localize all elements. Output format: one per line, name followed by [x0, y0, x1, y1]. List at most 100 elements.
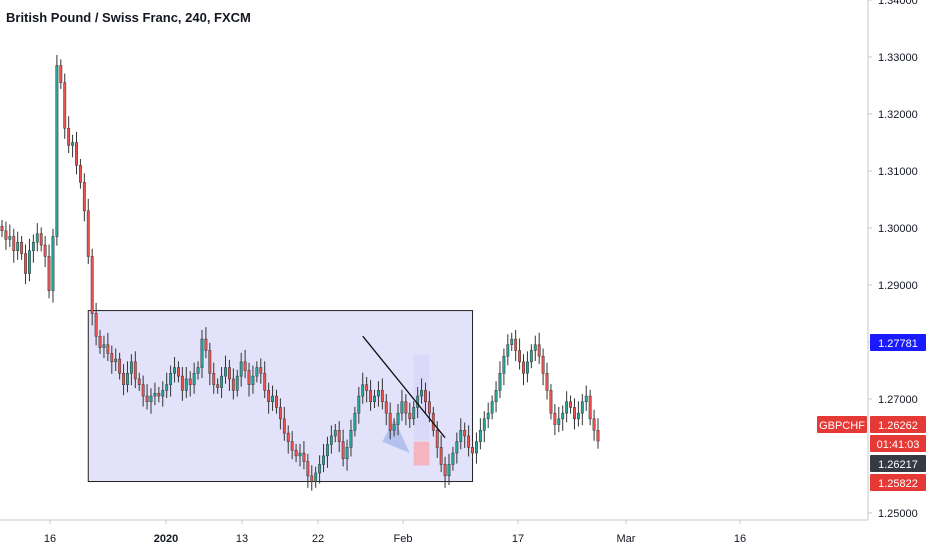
candle-body — [263, 373, 267, 391]
candle-body — [314, 472, 318, 482]
candle-body — [337, 429, 341, 442]
candle-body — [169, 373, 173, 385]
symbol-badge — [817, 416, 867, 433]
candle-body — [584, 395, 588, 403]
candle-body — [220, 375, 224, 388]
candle-body — [0, 225, 4, 232]
price-label-badge — [870, 416, 926, 433]
candle-body — [322, 455, 325, 465]
time-tick-label: 17 — [512, 533, 524, 545]
candle-body — [177, 367, 180, 377]
candle-body — [227, 367, 231, 380]
time-tick-label: 16 — [44, 533, 56, 545]
time-tick-label: 22 — [312, 533, 324, 545]
candle-body — [90, 256, 94, 314]
candle-body — [498, 373, 502, 391]
candle-body — [541, 355, 545, 374]
candle-body — [196, 367, 200, 374]
candle-body — [365, 384, 369, 391]
candle-body — [141, 384, 145, 397]
price-tick-label: 1.27000 — [878, 394, 918, 406]
candle-body — [239, 361, 243, 377]
candle-body — [396, 412, 400, 425]
price-label: 1.26262 — [878, 420, 918, 432]
candle-body — [129, 361, 133, 374]
candle-body — [149, 395, 153, 403]
candle-body — [71, 142, 75, 146]
candle-body — [231, 378, 235, 391]
candle-body — [310, 475, 314, 482]
candle-body — [28, 250, 31, 274]
price-tick-label: 1.31000 — [878, 166, 918, 178]
candle-body — [451, 452, 455, 465]
candle-body — [82, 182, 86, 212]
candle-body — [408, 412, 412, 420]
candle-body — [216, 384, 220, 388]
candle-body — [259, 367, 263, 374]
candle-body — [243, 361, 247, 371]
pattern-shape[interactable] — [382, 418, 410, 454]
price-tick-label: 1.33000 — [878, 52, 918, 64]
candle-body — [114, 358, 118, 363]
candle-body — [251, 375, 255, 385]
candle-body — [443, 464, 447, 477]
candle-body — [529, 350, 533, 363]
candle-body — [435, 429, 439, 448]
candle-body — [106, 344, 110, 354]
candle-body — [133, 361, 137, 380]
candle-body — [588, 395, 592, 420]
candle-body — [447, 464, 451, 477]
candle-body — [345, 447, 349, 459]
candle-body — [341, 441, 345, 459]
price-tick-label: 1.29000 — [878, 280, 918, 292]
candle-body — [326, 444, 329, 457]
candle-body — [35, 233, 39, 243]
price-label-badge — [870, 474, 926, 491]
candle-body — [455, 441, 459, 454]
candle-body — [349, 429, 353, 448]
candle-body — [126, 373, 129, 385]
candle-body — [439, 447, 443, 465]
candle-body — [557, 418, 561, 425]
candle-body — [545, 373, 549, 391]
candle-body — [145, 395, 149, 403]
candle-body — [247, 370, 251, 385]
candle-body — [463, 429, 467, 437]
candle-body — [180, 375, 184, 391]
candle-body — [278, 407, 282, 420]
candle-body — [514, 338, 518, 351]
candle-body — [576, 412, 580, 420]
price-tick-label: 1.25000 — [878, 508, 918, 520]
candle-body — [24, 253, 27, 274]
candle-body — [533, 344, 537, 351]
candle-body — [31, 241, 35, 251]
trendline[interactable] — [362, 335, 446, 439]
candle-body — [424, 390, 427, 403]
candle-body — [306, 461, 310, 477]
candle-body — [63, 82, 67, 129]
candle-body — [78, 165, 82, 183]
candle-body — [506, 344, 510, 357]
candle-body — [333, 429, 337, 437]
candle-body — [75, 142, 78, 166]
candle-body — [271, 395, 274, 403]
candle-body — [369, 390, 373, 403]
candle-body — [98, 335, 102, 348]
candle-body — [459, 429, 463, 442]
candle-body — [110, 353, 114, 363]
candle-body — [212, 373, 216, 385]
candle-body — [467, 435, 471, 448]
candle-body — [12, 236, 16, 251]
stop-zone[interactable] — [413, 441, 430, 466]
candle-body — [353, 412, 357, 431]
candle-body — [482, 418, 486, 431]
candle-body — [200, 338, 204, 368]
chart-title: British Pound / Swiss Franc, 240, FXCM — [6, 10, 251, 25]
candle-body — [173, 367, 176, 374]
candle-body — [525, 361, 529, 374]
candle-body — [282, 418, 286, 434]
candle-body — [522, 361, 525, 374]
candle-body — [373, 395, 376, 403]
candle-body — [510, 338, 514, 346]
